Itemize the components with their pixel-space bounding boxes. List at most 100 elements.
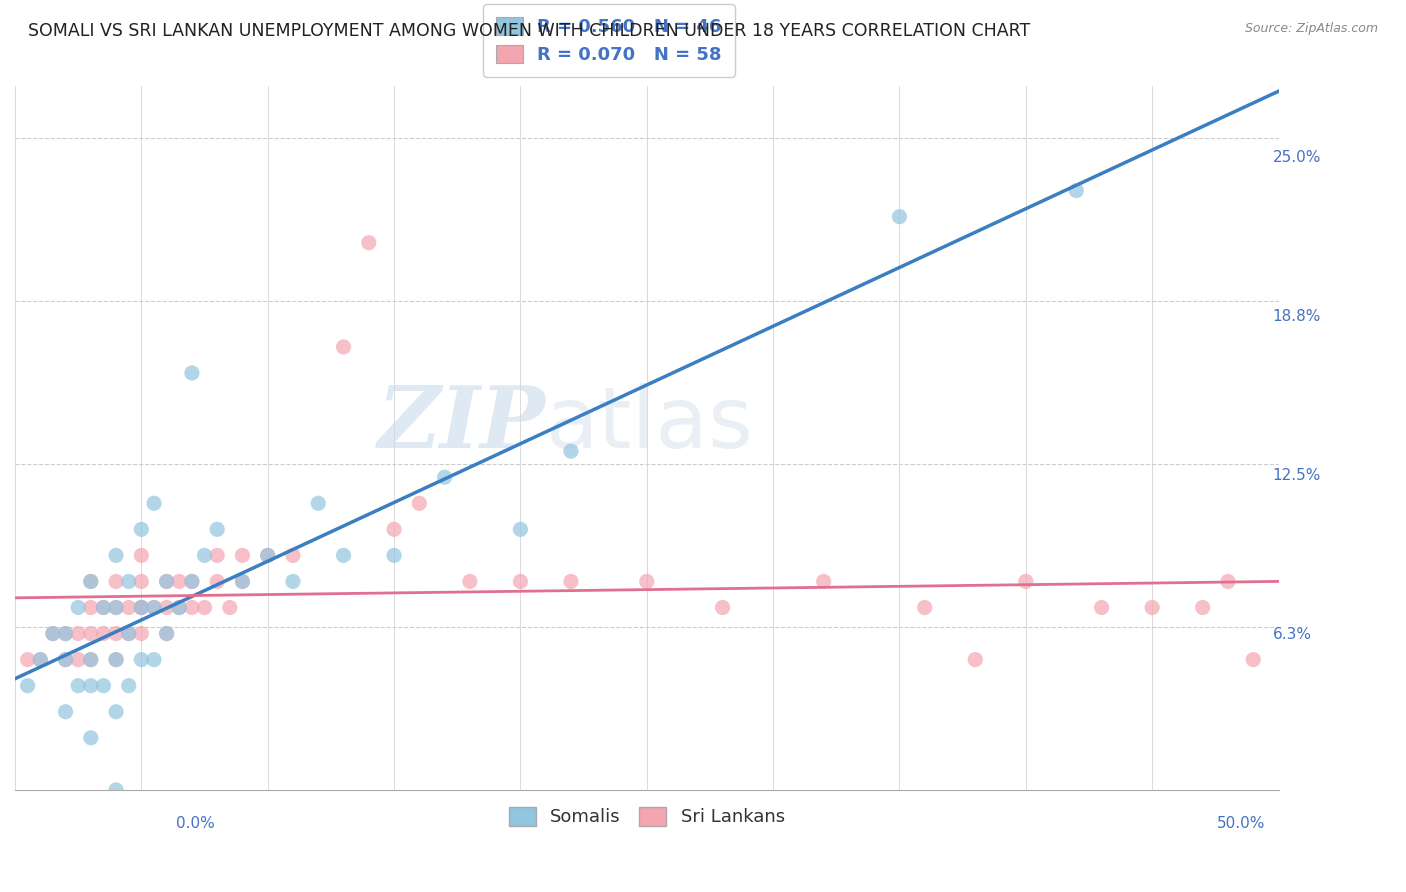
Point <box>80 652 103 666</box>
Point <box>118 574 141 589</box>
Point <box>382 549 405 563</box>
Point <box>458 574 481 589</box>
Point <box>307 496 329 510</box>
Point <box>357 235 380 250</box>
Point <box>55 705 77 719</box>
Point <box>1140 600 1163 615</box>
Point <box>205 549 228 563</box>
Point <box>93 600 115 615</box>
Point <box>636 574 658 589</box>
Point <box>332 340 354 354</box>
Point <box>55 626 77 640</box>
Text: 25.0%: 25.0% <box>1272 151 1320 165</box>
Point <box>143 600 166 615</box>
Point <box>80 600 103 615</box>
Point <box>55 652 77 666</box>
Point <box>118 626 141 640</box>
Point <box>131 549 153 563</box>
Point <box>80 652 103 666</box>
Point <box>914 600 936 615</box>
Point <box>105 574 128 589</box>
Point <box>965 652 987 666</box>
Point <box>67 600 90 615</box>
Point <box>560 574 582 589</box>
Point <box>105 783 128 797</box>
Point <box>180 366 202 380</box>
Point <box>118 600 141 615</box>
Point <box>180 574 202 589</box>
Point <box>433 470 456 484</box>
Text: 18.8%: 18.8% <box>1272 310 1320 325</box>
Point <box>408 496 430 510</box>
Point <box>131 574 153 589</box>
Point <box>118 626 141 640</box>
Point <box>131 652 153 666</box>
Point <box>156 626 179 640</box>
Point <box>67 626 90 640</box>
Point <box>711 600 734 615</box>
Text: 12.5%: 12.5% <box>1272 468 1320 483</box>
Point <box>30 652 52 666</box>
Legend: Somalis, Sri Lankans: Somalis, Sri Lankans <box>502 800 792 834</box>
Point <box>131 600 153 615</box>
Point <box>17 652 39 666</box>
Text: 0.0%: 0.0% <box>176 816 215 831</box>
Point <box>382 522 405 536</box>
Point <box>560 444 582 458</box>
Point <box>42 626 65 640</box>
Point <box>1015 574 1038 589</box>
Point <box>1216 574 1239 589</box>
Text: atlas: atlas <box>546 383 754 466</box>
Point <box>1191 600 1213 615</box>
Point <box>167 600 190 615</box>
Point <box>143 496 166 510</box>
Point <box>156 574 179 589</box>
Point <box>93 626 115 640</box>
Point <box>156 626 179 640</box>
Point <box>105 652 128 666</box>
Point <box>131 522 153 536</box>
Point <box>143 652 166 666</box>
Text: 50.0%: 50.0% <box>1218 816 1265 831</box>
Point <box>131 600 153 615</box>
Text: SOMALI VS SRI LANKAN UNEMPLOYMENT AMONG WOMEN WITH CHILDREN UNDER 18 YEARS CORRE: SOMALI VS SRI LANKAN UNEMPLOYMENT AMONG … <box>28 22 1031 40</box>
Point <box>218 600 240 615</box>
Point <box>105 600 128 615</box>
Point <box>80 574 103 589</box>
Point <box>55 626 77 640</box>
Point <box>131 626 153 640</box>
Point <box>1066 184 1088 198</box>
Point <box>1091 600 1114 615</box>
Point <box>80 626 103 640</box>
Text: ZIP: ZIP <box>378 383 546 466</box>
Point <box>231 574 253 589</box>
Point <box>281 574 304 589</box>
Point <box>105 600 128 615</box>
Point <box>180 574 202 589</box>
Point <box>193 600 215 615</box>
Point <box>105 549 128 563</box>
Point <box>281 549 304 563</box>
Point <box>156 600 179 615</box>
Point <box>332 549 354 563</box>
Point <box>118 679 141 693</box>
Text: Source: ZipAtlas.com: Source: ZipAtlas.com <box>1244 22 1378 36</box>
Point <box>42 626 65 640</box>
Point <box>80 574 103 589</box>
Point <box>80 679 103 693</box>
Point <box>93 679 115 693</box>
Point <box>143 600 166 615</box>
Point <box>231 549 253 563</box>
Point <box>813 574 835 589</box>
Point <box>509 574 531 589</box>
Point <box>231 574 253 589</box>
Point <box>256 549 278 563</box>
Point <box>889 210 911 224</box>
Point <box>205 522 228 536</box>
Point <box>205 574 228 589</box>
Text: 6.3%: 6.3% <box>1272 627 1312 642</box>
Point <box>105 626 128 640</box>
Point <box>93 600 115 615</box>
Point <box>167 574 190 589</box>
Point <box>180 600 202 615</box>
